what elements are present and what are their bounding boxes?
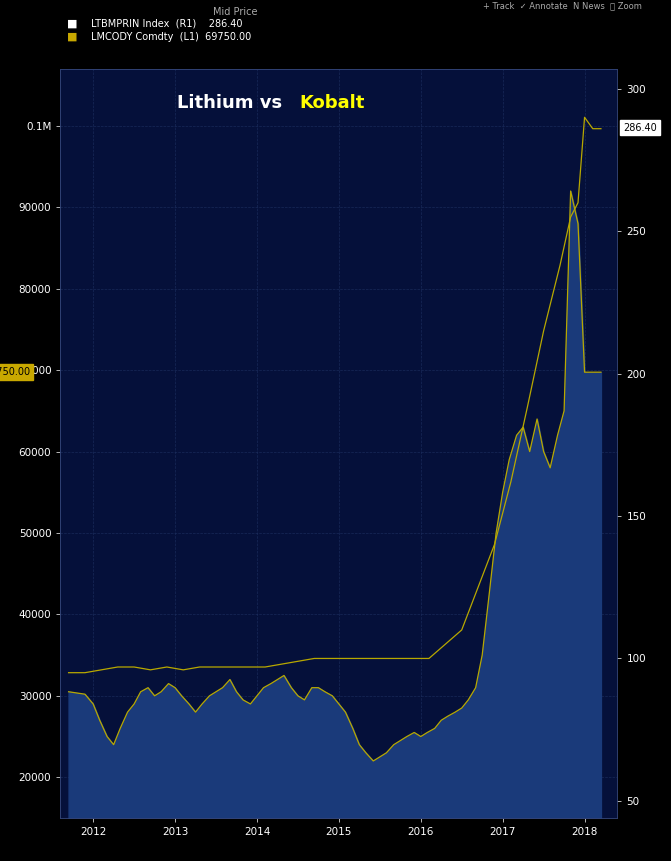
Text: ■: ■ <box>67 19 78 29</box>
Text: Kobalt: Kobalt <box>300 94 365 112</box>
Text: 69750.00: 69750.00 <box>0 367 30 377</box>
Text: LMCODY Comdty  (L1)  69750.00: LMCODY Comdty (L1) 69750.00 <box>91 32 251 42</box>
Text: Lithium vs: Lithium vs <box>176 94 295 112</box>
Text: LTBMPRIN Index  (R1)    286.40: LTBMPRIN Index (R1) 286.40 <box>91 19 242 29</box>
Text: ■: ■ <box>67 32 78 42</box>
Text: Mid Price: Mid Price <box>213 7 257 17</box>
Text: 286.40: 286.40 <box>623 122 657 133</box>
Text: + Track  ✓ Annotate  N News  🔍 Zoom: + Track ✓ Annotate N News 🔍 Zoom <box>483 2 642 10</box>
